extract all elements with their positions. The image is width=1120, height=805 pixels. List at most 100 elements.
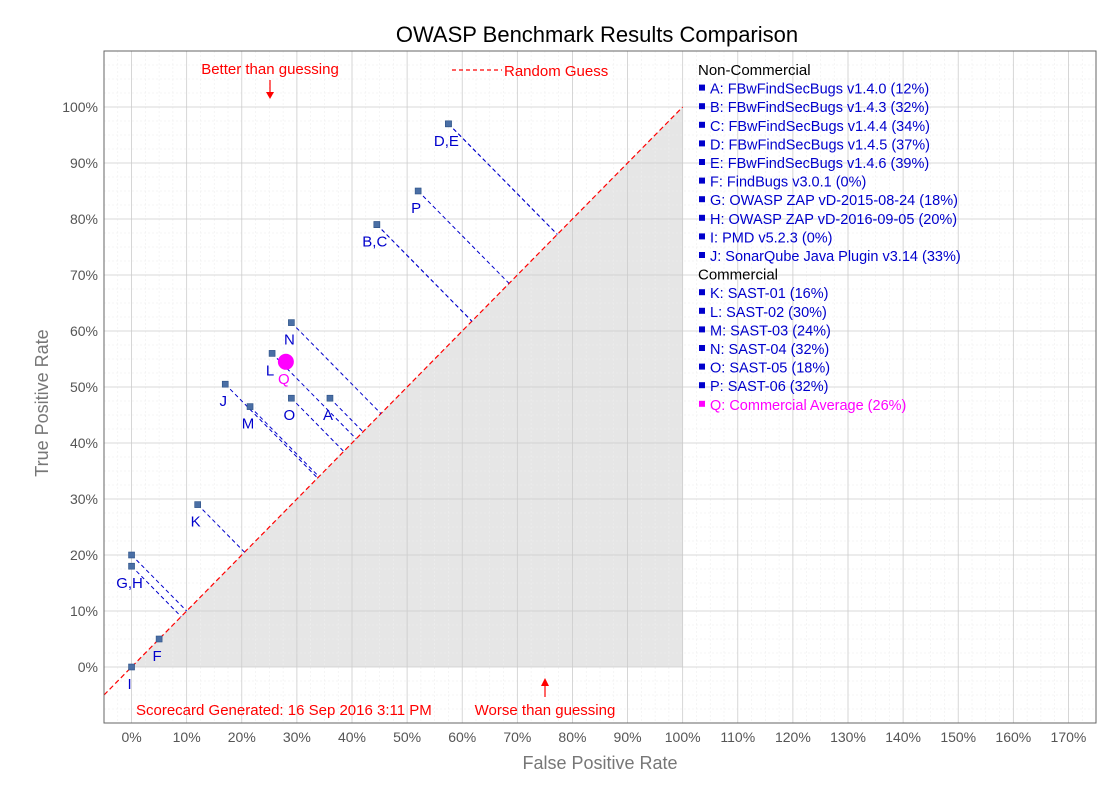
data-point <box>288 319 295 326</box>
chart-title: OWASP Benchmark Results Comparison <box>396 22 798 47</box>
legend-item: G: OWASP ZAP vD-2015-08-24 (18%) <box>710 193 958 209</box>
point-label: N <box>284 332 295 349</box>
x-tick-label: 110% <box>720 729 755 745</box>
point-label: B,C <box>362 234 387 251</box>
data-point <box>246 403 254 410</box>
legend-item: L: SAST-02 (30%) <box>710 305 827 321</box>
point-label: L <box>266 362 274 379</box>
y-tick-label: 70% <box>70 267 98 283</box>
legend-header-noncommercial: Non-Commercial <box>698 62 811 79</box>
point-label: M <box>242 416 255 433</box>
x-tick-label: 70% <box>503 729 531 745</box>
y-axis-label: True Positive Rate <box>32 329 52 476</box>
y-tick-label: 40% <box>70 435 98 451</box>
x-tick-label: 120% <box>775 729 811 745</box>
plot-border <box>103 50 1097 724</box>
y-tick-label: 50% <box>70 379 98 395</box>
projection-line <box>376 224 473 322</box>
legend-marker <box>699 140 705 147</box>
legend-item: O: SAST-05 (18%) <box>710 361 830 377</box>
y-tick-label: 90% <box>70 155 98 171</box>
data-point <box>221 380 229 388</box>
legend-item: N: SAST-04 (32%) <box>710 342 829 358</box>
legend-item: P: SAST-06 (32%) <box>710 379 828 395</box>
x-tick-label: 150% <box>940 729 976 745</box>
y-tick-label: 30% <box>70 491 98 507</box>
point-label: K <box>191 514 201 531</box>
legend-item: D: FBwFindSecBugs v1.4.5 (37%) <box>710 137 930 153</box>
legend-marker <box>699 103 705 110</box>
projection-line <box>249 406 320 477</box>
better-annotation: Better than guessing <box>201 61 339 78</box>
x-tick-label: 100% <box>665 729 701 745</box>
legend-marker <box>699 177 705 184</box>
legend-marker <box>699 326 705 333</box>
worse-annotation: Worse than guessing <box>475 702 616 719</box>
plot-area: 0% 10% 20% 30% 40% 50% 60% 70% 80% 90% 100% 110% 120… <box>62 50 1097 745</box>
legend-item: F: FindBugs v3.0.1 (0%) <box>710 175 866 191</box>
legend-marker <box>699 382 705 389</box>
projection-line <box>131 554 188 612</box>
projection-line <box>291 397 345 452</box>
x-axis-label: False Positive Rate <box>522 753 677 773</box>
random-guess-line <box>103 106 684 696</box>
projection-line <box>131 565 182 617</box>
projection-line <box>291 322 382 414</box>
x-tick-label: 10% <box>173 729 201 745</box>
x-tick-label: 20% <box>228 729 256 745</box>
scorecard-text: Scorecard Generated: 16 Sep 2016 3:11 PM <box>136 702 432 719</box>
legend-item: J: SonarQube Java Plugin v3.14 (33%) <box>710 249 961 265</box>
data-point <box>128 562 135 570</box>
worse-arrow-head <box>541 678 549 686</box>
point-label: F <box>153 648 162 665</box>
x-tick-label: 130% <box>830 729 866 745</box>
x-tick-label: 80% <box>558 729 586 745</box>
legend-marker <box>699 233 705 240</box>
data-point <box>155 635 163 643</box>
legend-marker <box>699 159 705 165</box>
legend-marker <box>699 214 705 221</box>
legend-item: M: SAST-03 (24%) <box>710 323 831 339</box>
data-point <box>326 394 334 402</box>
x-tick-label: 160% <box>995 729 1031 745</box>
legend-marker <box>699 345 705 351</box>
projection-line <box>417 190 510 284</box>
legend-item: Q: Commercial Average (26%) <box>710 398 906 414</box>
data-point <box>268 350 276 357</box>
point-label: A <box>323 407 333 424</box>
point-label: J <box>219 393 227 410</box>
point-label: G,H <box>116 575 143 592</box>
data-point <box>373 221 381 228</box>
x-tick-label: 50% <box>393 729 421 745</box>
legend-marker <box>699 196 705 203</box>
point-label: I <box>127 676 131 693</box>
legend-item: E: FBwFindSecBugs v1.4.6 (39%) <box>710 156 929 172</box>
legend-marker <box>699 84 705 91</box>
legend-item: A: FBwFindSecBugs v1.4.0 (12%) <box>710 82 929 98</box>
projection-line <box>271 353 357 440</box>
legend-header-commercial: Commercial <box>698 267 778 284</box>
legend-marker <box>699 121 705 128</box>
y-tick-label: 20% <box>70 547 98 563</box>
point-label: P <box>411 200 421 217</box>
random-guess-label: Random Guess <box>504 63 608 80</box>
data-point <box>128 551 135 559</box>
data-point <box>414 187 422 195</box>
projection-line <box>329 397 364 433</box>
projection-line <box>448 123 558 235</box>
y-tick-label: 80% <box>70 211 98 227</box>
x-tick-label: 170% <box>1051 729 1087 745</box>
legend-marker <box>699 400 705 407</box>
x-tick-label: 30% <box>283 729 311 745</box>
average-point <box>277 353 294 370</box>
x-tick-label: 140% <box>885 729 921 745</box>
projection-line <box>224 383 318 479</box>
legend-item: I: PMD v5.2.3 (0%) <box>710 230 832 246</box>
x-tick-label: 90% <box>614 729 642 745</box>
legend-item: C: FBwFindSecBugs v1.4.4 (34%) <box>710 119 930 135</box>
point-label: O <box>284 407 296 424</box>
legend-item: B: FBwFindSecBugs v1.4.3 (32%) <box>710 100 929 116</box>
y-tick-label: 0% <box>78 659 98 675</box>
